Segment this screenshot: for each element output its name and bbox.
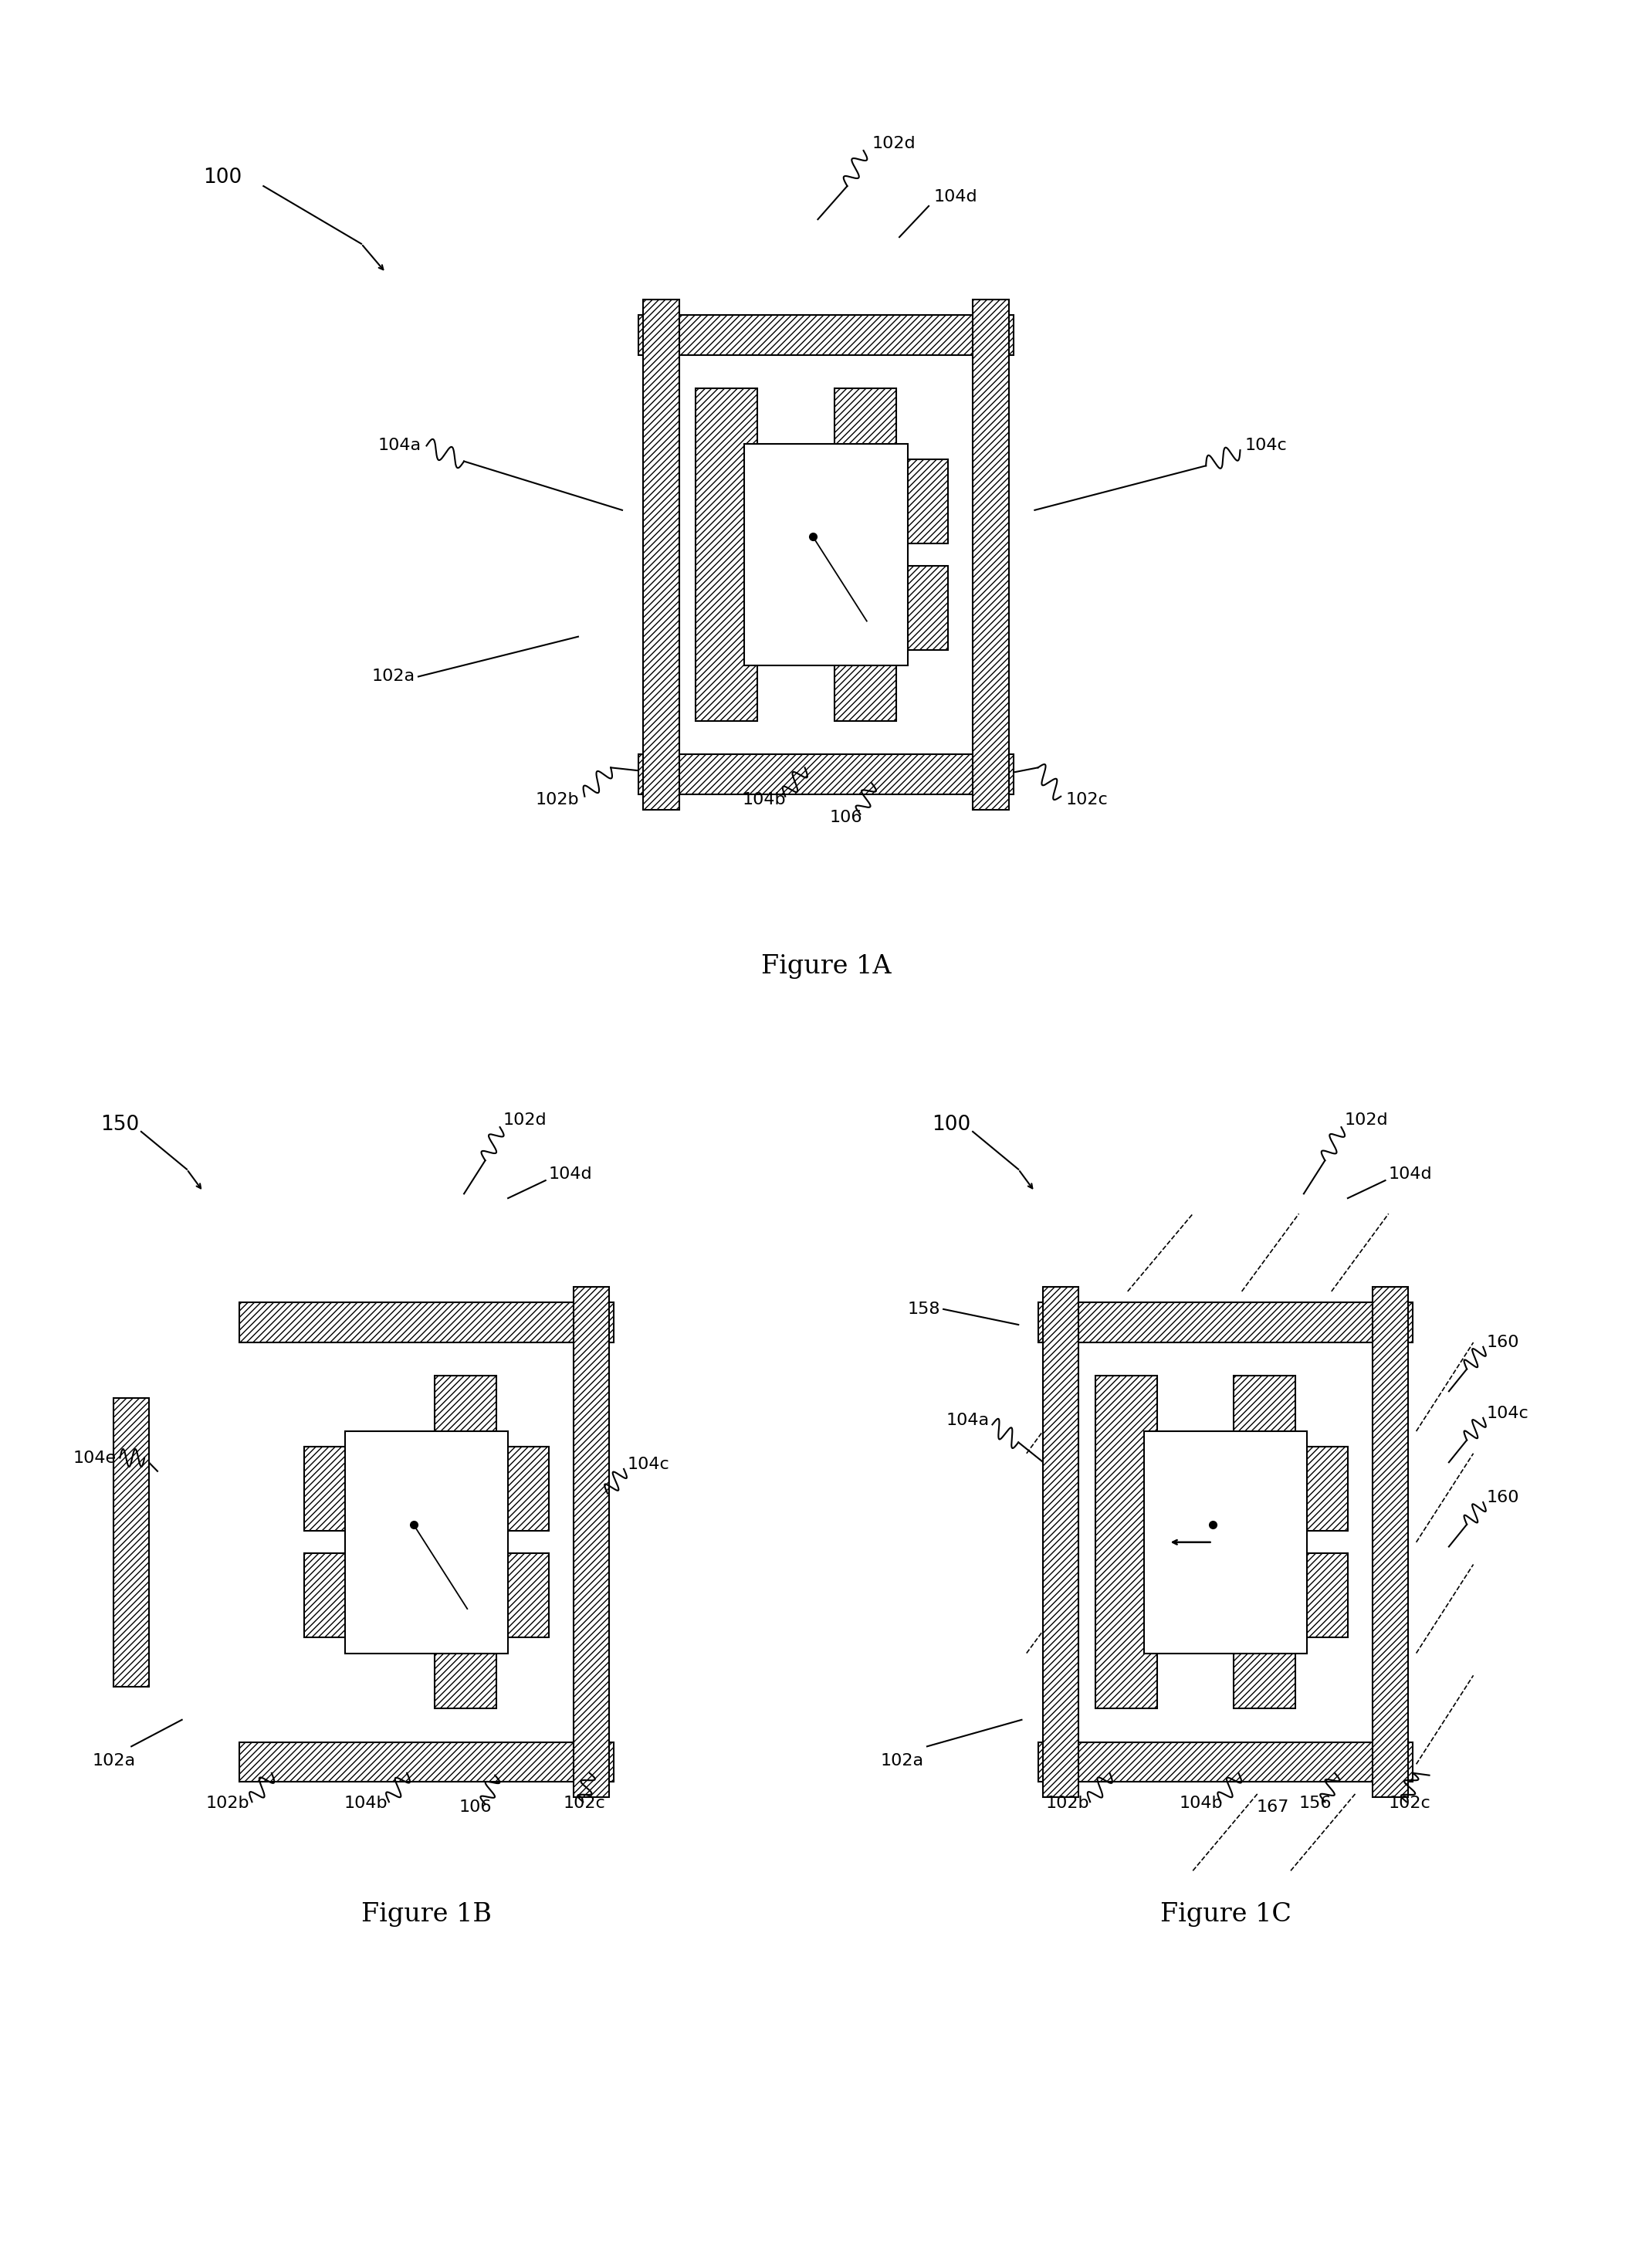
Text: Figure 1A: Figure 1A xyxy=(762,955,890,979)
Text: 102c: 102c xyxy=(563,1795,606,1811)
Text: 102c: 102c xyxy=(1066,791,1108,807)
Text: 104b: 104b xyxy=(1180,1795,1222,1811)
Bar xyxy=(1095,1376,1156,1708)
Bar xyxy=(1104,1448,1348,1531)
Bar xyxy=(1042,1286,1079,1797)
Bar xyxy=(973,300,1009,809)
Text: 102d: 102d xyxy=(872,137,915,152)
Bar xyxy=(1104,1553,1348,1638)
Bar xyxy=(240,1302,615,1342)
Bar xyxy=(1143,1432,1307,1654)
Text: 102a: 102a xyxy=(881,1752,923,1768)
Text: 106: 106 xyxy=(459,1800,492,1815)
Text: 104d: 104d xyxy=(1389,1165,1432,1181)
Bar xyxy=(114,1398,149,1687)
Text: Figure 1B: Figure 1B xyxy=(362,1903,492,1927)
Text: 104b: 104b xyxy=(742,791,786,807)
Bar xyxy=(1037,1302,1412,1342)
Text: 150: 150 xyxy=(101,1116,139,1134)
Text: 104d: 104d xyxy=(548,1165,593,1181)
Text: 156: 156 xyxy=(1298,1795,1332,1811)
Bar xyxy=(704,459,948,542)
Bar xyxy=(1234,1376,1295,1708)
Bar xyxy=(695,388,758,722)
Bar xyxy=(834,388,895,722)
Text: 102d: 102d xyxy=(1345,1114,1388,1127)
Bar xyxy=(1037,1741,1412,1782)
Bar xyxy=(434,1376,497,1708)
Text: 160: 160 xyxy=(1487,1490,1520,1506)
Text: 158: 158 xyxy=(907,1302,940,1318)
Bar xyxy=(638,314,1014,354)
Bar xyxy=(573,1286,610,1797)
Text: 104e: 104e xyxy=(73,1450,117,1466)
Text: 160: 160 xyxy=(1487,1336,1520,1349)
Bar xyxy=(638,755,1014,793)
Text: 104b: 104b xyxy=(344,1795,388,1811)
Bar xyxy=(304,1448,548,1531)
Text: 104c: 104c xyxy=(628,1457,669,1472)
Text: 104a: 104a xyxy=(378,437,421,453)
Text: 102b: 102b xyxy=(206,1795,249,1811)
Bar xyxy=(240,1741,615,1782)
Text: 102d: 102d xyxy=(504,1114,547,1127)
Bar xyxy=(704,565,948,650)
Text: 102b: 102b xyxy=(1046,1795,1089,1811)
Text: 104c: 104c xyxy=(1246,437,1287,453)
Text: Figure 1C: Figure 1C xyxy=(1160,1903,1292,1927)
Text: 106: 106 xyxy=(829,809,862,825)
Text: 100: 100 xyxy=(932,1116,971,1134)
Text: 102b: 102b xyxy=(535,791,578,807)
Text: 102a: 102a xyxy=(372,668,415,684)
Bar xyxy=(345,1432,509,1654)
Bar xyxy=(1373,1286,1408,1797)
Text: 104c: 104c xyxy=(1487,1405,1528,1421)
Bar xyxy=(745,444,907,666)
Bar xyxy=(304,1553,548,1638)
Text: 102a: 102a xyxy=(93,1752,135,1768)
Text: 100: 100 xyxy=(203,168,241,188)
Text: 167: 167 xyxy=(1257,1800,1289,1815)
Text: 104a: 104a xyxy=(945,1412,990,1428)
Bar xyxy=(643,300,679,809)
Text: 102c: 102c xyxy=(1389,1795,1431,1811)
Text: 104d: 104d xyxy=(933,190,978,204)
